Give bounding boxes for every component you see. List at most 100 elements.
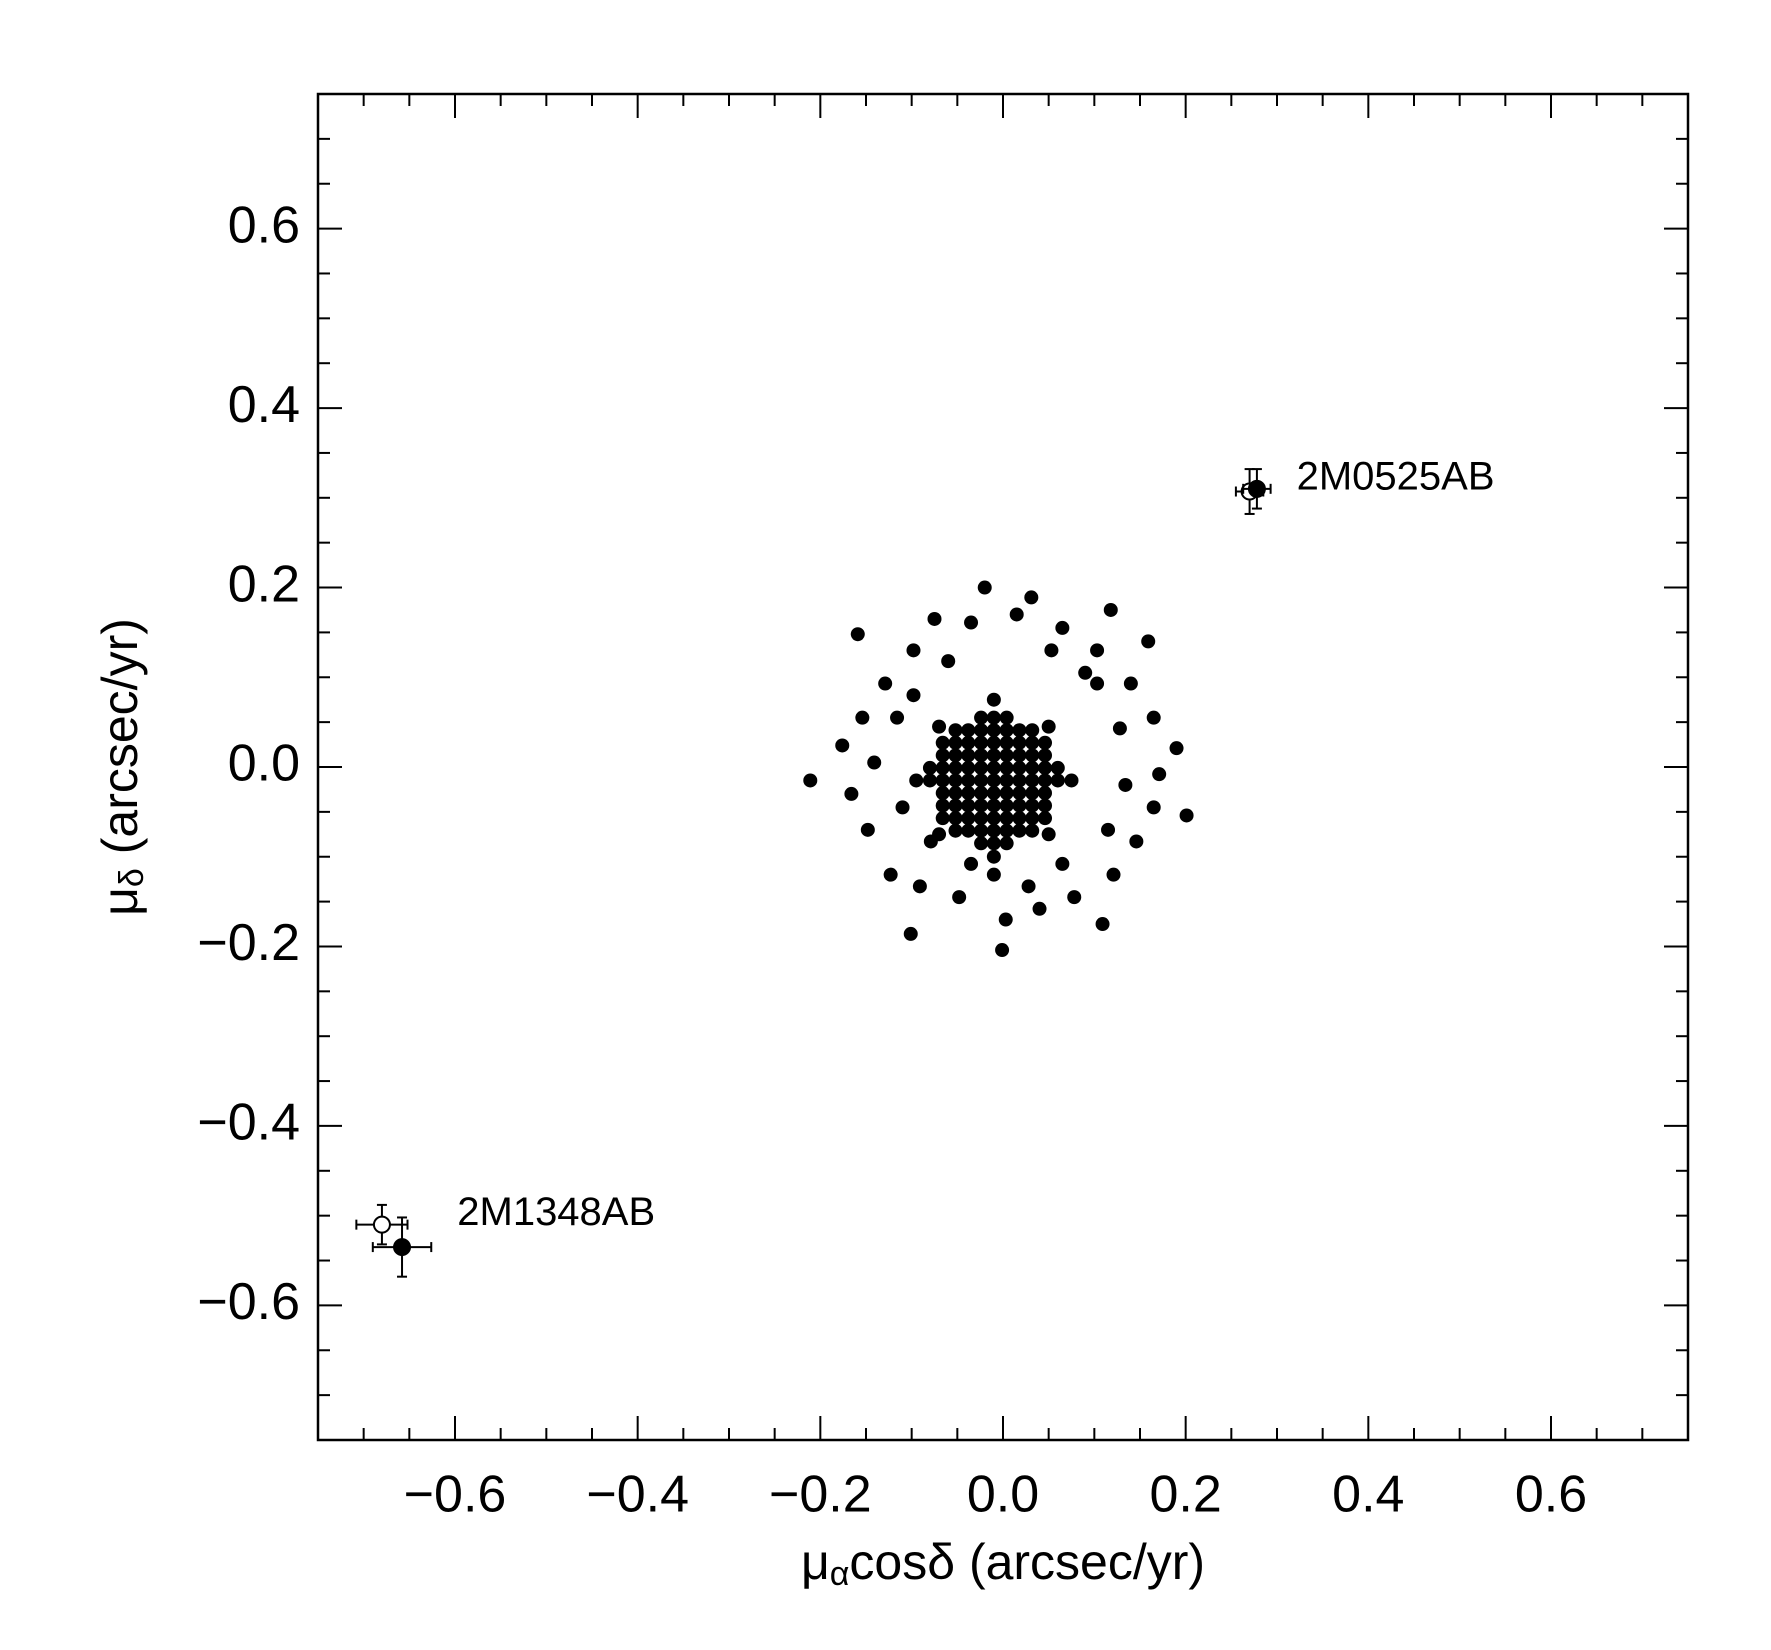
field-point <box>1012 811 1027 826</box>
field-point <box>1101 822 1116 837</box>
field-point <box>1152 767 1167 782</box>
field-point <box>935 811 950 826</box>
field-point <box>961 735 976 750</box>
field-point <box>935 786 950 801</box>
x-label-main: μ <box>801 1534 830 1590</box>
field-point <box>948 823 963 838</box>
field-point <box>999 710 1014 725</box>
field-point <box>1064 773 1079 788</box>
x-tick-label: −0.2 <box>769 1466 872 1524</box>
field-point <box>1038 786 1053 801</box>
field-point <box>1025 811 1040 826</box>
field-point <box>948 748 963 763</box>
field-point <box>948 773 963 788</box>
field-point <box>1041 827 1056 842</box>
field-point <box>909 773 924 788</box>
x-tick-label: 0.4 <box>1332 1466 1404 1524</box>
y-label-sub: δ <box>113 868 151 887</box>
field-point <box>1038 773 1053 788</box>
y-tick-label: −0.6 <box>197 1273 300 1331</box>
field-point <box>986 867 1001 882</box>
field-point <box>1025 798 1040 813</box>
y-tick-label: −0.4 <box>197 1094 300 1152</box>
field-point <box>1025 748 1040 763</box>
field-point <box>927 611 942 626</box>
field-point <box>850 627 865 642</box>
field-point <box>961 773 976 788</box>
object-label: 2M0525AB <box>1297 454 1495 498</box>
field-point <box>964 615 979 630</box>
field-point <box>999 823 1014 838</box>
y-tick-label: 0.0 <box>228 735 300 793</box>
field-point <box>844 786 859 801</box>
field-point <box>883 867 898 882</box>
object-point-filled <box>393 1238 412 1257</box>
object-point-filled <box>1247 479 1266 498</box>
field-point <box>986 735 1001 750</box>
x-tick-label: 0.6 <box>1515 1466 1587 1524</box>
x-label-sub: α <box>830 1555 850 1593</box>
field-point <box>986 773 1001 788</box>
field-point <box>1025 735 1040 750</box>
field-point <box>803 773 818 788</box>
field-point <box>1090 643 1105 658</box>
field-point <box>1012 786 1027 801</box>
field-point <box>922 773 937 788</box>
field-point <box>922 760 937 775</box>
field-point <box>948 760 963 775</box>
field-point <box>999 798 1014 813</box>
field-point <box>986 849 1001 864</box>
field-point <box>835 738 850 753</box>
field-point <box>1067 890 1082 905</box>
field-point <box>974 710 989 725</box>
field-point <box>974 723 989 738</box>
x-label-rest: cosδ (arcsec/yr) <box>849 1534 1205 1590</box>
field-point <box>935 748 950 763</box>
field-point <box>1038 760 1053 775</box>
field-point <box>999 836 1014 851</box>
field-point <box>999 773 1014 788</box>
field-point <box>1118 777 1133 792</box>
field-point <box>977 580 992 595</box>
field-point <box>995 943 1010 958</box>
field-point <box>986 692 1001 707</box>
field-point <box>1012 748 1027 763</box>
field-point <box>860 822 875 837</box>
field-point <box>1012 760 1027 775</box>
field-point <box>948 723 963 738</box>
field-point <box>1025 786 1040 801</box>
field-point <box>1112 721 1127 736</box>
y-tick-label: 0.6 <box>228 196 300 254</box>
y-tick-label: −0.2 <box>197 914 300 972</box>
field-point <box>986 710 1001 725</box>
x-axis-label: μαcosδ (arcsec/yr) <box>801 1534 1205 1593</box>
field-point <box>961 748 976 763</box>
field-point <box>935 760 950 775</box>
field-point <box>1041 719 1056 734</box>
field-point <box>1078 665 1093 680</box>
field-point <box>974 773 989 788</box>
field-point <box>986 836 1001 851</box>
field-point <box>1012 823 1027 838</box>
field-point <box>961 811 976 826</box>
x-tick-label: −0.6 <box>404 1466 507 1524</box>
field-point <box>986 786 1001 801</box>
field-point <box>999 760 1014 775</box>
field-point <box>1038 735 1053 750</box>
field-point <box>1025 760 1040 775</box>
field-point <box>961 760 976 775</box>
field-point <box>986 823 1001 838</box>
field-point <box>1025 723 1040 738</box>
field-point <box>1009 607 1024 622</box>
field-point <box>986 811 1001 826</box>
field-point <box>948 798 963 813</box>
field-point <box>974 823 989 838</box>
field-point <box>1106 867 1121 882</box>
field-point <box>878 676 893 691</box>
field-point <box>906 643 921 658</box>
field-point <box>974 760 989 775</box>
field-point <box>974 748 989 763</box>
y-label-rest: (arcsec/yr) <box>92 618 148 868</box>
field-point <box>903 926 918 941</box>
